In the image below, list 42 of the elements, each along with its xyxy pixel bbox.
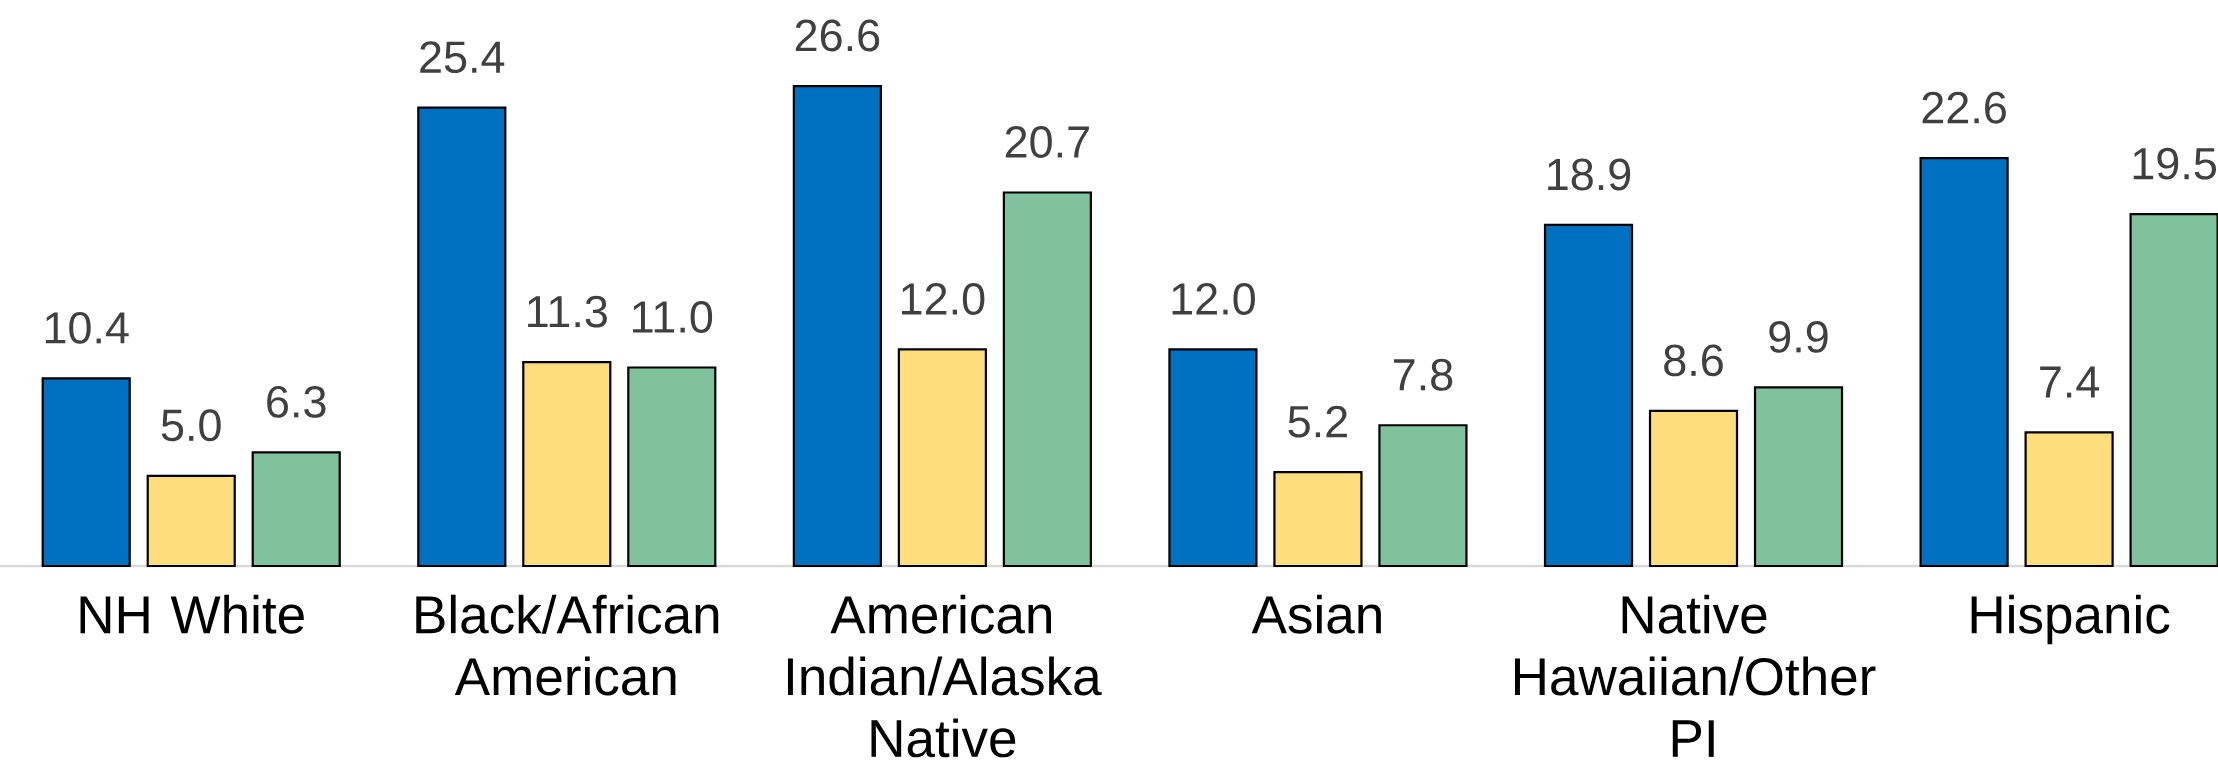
bar xyxy=(1543,223,1634,568)
bar xyxy=(1273,471,1363,568)
data-label: 11.3 xyxy=(528,295,607,328)
bar xyxy=(1753,386,1844,568)
data-label: 8.6 xyxy=(1664,344,1723,377)
data-label: 26.6 xyxy=(795,19,880,52)
x-tick-label: Hispanic xyxy=(1971,594,2170,645)
data-label: 11.0 xyxy=(633,301,713,333)
bar xyxy=(2129,213,2218,568)
data-label: 10.4 xyxy=(45,311,129,344)
bar xyxy=(2024,431,2114,568)
data-label: 7.8 xyxy=(1393,358,1453,391)
x-tick-label: Asian xyxy=(1251,594,1381,634)
x-tick-label: Black/African American xyxy=(416,594,719,696)
bar xyxy=(627,366,717,568)
bar xyxy=(146,474,236,568)
data-label: 19.5 xyxy=(2133,147,2216,180)
bar xyxy=(41,377,131,568)
bar xyxy=(251,451,341,568)
bar xyxy=(1002,191,1092,568)
x-tick-label: Native Hawaiian/Other PI xyxy=(1514,594,1876,757)
data-label: 25.4 xyxy=(420,41,505,74)
data-label: 5.0 xyxy=(161,409,221,442)
bar xyxy=(1378,424,1468,568)
data-label: 12.0 xyxy=(902,283,985,315)
bar xyxy=(1919,157,2009,568)
x-tick-label: American Indian/Alaska Native xyxy=(787,594,1102,758)
data-label: 9.9 xyxy=(1769,320,1828,353)
bar xyxy=(1168,348,1258,568)
data-label: 6.3 xyxy=(267,385,326,418)
bar xyxy=(522,361,612,568)
x-tick-label: NH White xyxy=(80,594,304,634)
data-label: 12.0 xyxy=(1172,283,1255,315)
bar xyxy=(1648,409,1739,568)
bar xyxy=(792,84,882,568)
data-label: 5.2 xyxy=(1288,405,1347,438)
data-label: 18.9 xyxy=(1548,158,1631,191)
bar xyxy=(417,106,507,568)
data-label: 7.4 xyxy=(2040,366,2100,398)
bar xyxy=(897,348,987,568)
data-label: 22.6 xyxy=(1922,91,2006,124)
data-label: 20.7 xyxy=(1005,126,1089,158)
